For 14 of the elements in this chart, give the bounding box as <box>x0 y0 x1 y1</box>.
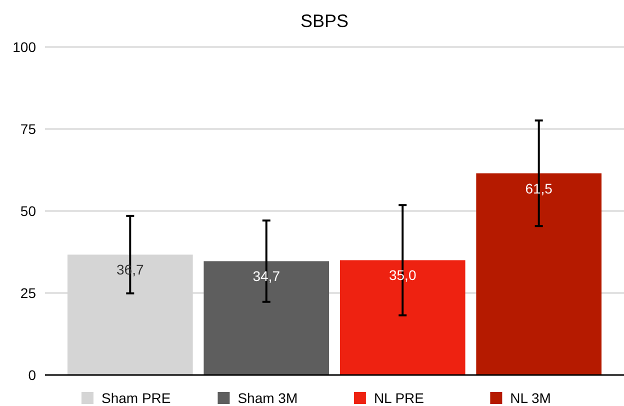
legend-label: NL 3M <box>510 390 551 406</box>
y-tick-label: 100 <box>12 38 36 55</box>
legend-label: Sham 3M <box>238 390 298 406</box>
chart-title: SBPS <box>300 11 349 31</box>
bar <box>204 261 330 375</box>
bar <box>67 254 193 375</box>
y-tick-label: 0 <box>28 366 36 383</box>
legend-label: Sham PRE <box>101 390 171 406</box>
bar <box>476 173 602 375</box>
y-tick-label: 25 <box>20 284 36 301</box>
y-tick-label: 75 <box>20 120 36 137</box>
bar <box>340 260 466 375</box>
legend-label: NL PRE <box>374 390 424 406</box>
y-tick-label: 50 <box>20 202 36 219</box>
